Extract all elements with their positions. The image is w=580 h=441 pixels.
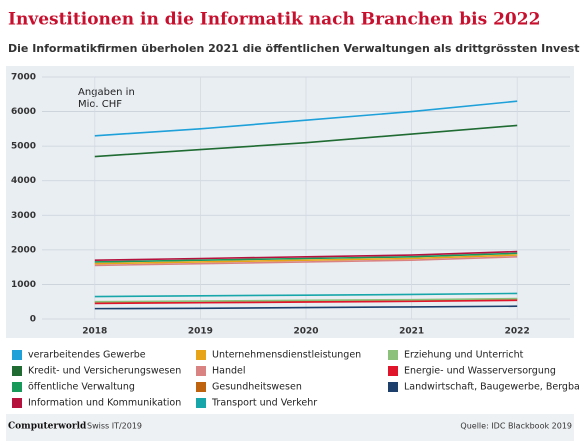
y-tick-label: 6000	[11, 107, 36, 117]
legend-label: verarbeitendes Gewerbe	[28, 350, 146, 361]
line-series	[94, 254, 518, 265]
y-tick-label: 1000	[11, 280, 36, 290]
y-tick-label: 4000	[11, 176, 36, 186]
y-tick-label: 3000	[11, 211, 36, 221]
source: Quelle: IDC Blackbook 2019	[460, 422, 572, 431]
legend-swatch	[196, 350, 206, 360]
x-tick-label: 2020	[293, 327, 318, 337]
annotation: Mio. CHF	[78, 99, 122, 110]
line-series	[94, 100, 518, 137]
legend-label: Information und Kommunikation	[28, 398, 181, 409]
line-series	[94, 124, 518, 158]
legend-swatch	[12, 398, 22, 408]
legend-label: Landwirtschaft, Baugewerbe, Bergbau	[404, 382, 580, 393]
line-series	[94, 299, 518, 305]
edition: Swiss IT/2019	[87, 422, 142, 431]
x-tick-label: 2021	[399, 327, 424, 337]
footer-background	[6, 414, 574, 441]
line-series	[94, 297, 518, 303]
line-series	[94, 305, 518, 310]
chart-subtitle: Die Informatikfirmen überholen 2021 die …	[8, 42, 580, 55]
legend-label: Gesundheitswesen	[212, 382, 302, 393]
y-tick-label: 5000	[11, 142, 36, 152]
legend-swatch	[388, 366, 398, 376]
legend-label: Energie- und Wasserversorgung	[404, 366, 556, 377]
legend-swatch	[196, 382, 206, 392]
legend-label: Kredit- und Versicherungswesen	[28, 366, 181, 377]
line-series	[94, 255, 518, 267]
x-tick-label: 2018	[82, 327, 107, 337]
y-tick-label: 2000	[11, 245, 36, 255]
legend-swatch	[388, 382, 398, 392]
annotation: Angaben in	[78, 87, 135, 98]
legend-swatch	[12, 350, 22, 360]
chart-title: Investitionen in die Informatik nach Bra…	[8, 10, 540, 30]
legend-label: öffentliche Verwaltung	[28, 382, 135, 393]
legend-label: Unternehmensdienstleistungen	[212, 350, 361, 361]
line-series	[94, 252, 518, 263]
y-tick-label: 7000	[11, 73, 36, 83]
x-tick-label: 2019	[188, 327, 213, 337]
y-tick-label: 0	[30, 315, 36, 325]
line-series	[94, 292, 518, 298]
legend-label: Transport und Verkehr	[211, 398, 317, 409]
legend-swatch	[388, 350, 398, 360]
brand: Computerworld	[8, 422, 87, 432]
legend-swatch	[12, 366, 22, 376]
legend-swatch	[12, 382, 22, 392]
line-series	[94, 250, 518, 262]
x-tick-label: 2022	[505, 327, 530, 337]
legend-label: Erziehung und Unterricht	[404, 350, 524, 361]
legend-swatch	[196, 366, 206, 376]
legend-swatch	[196, 398, 206, 408]
legend-label: Handel	[212, 366, 246, 377]
